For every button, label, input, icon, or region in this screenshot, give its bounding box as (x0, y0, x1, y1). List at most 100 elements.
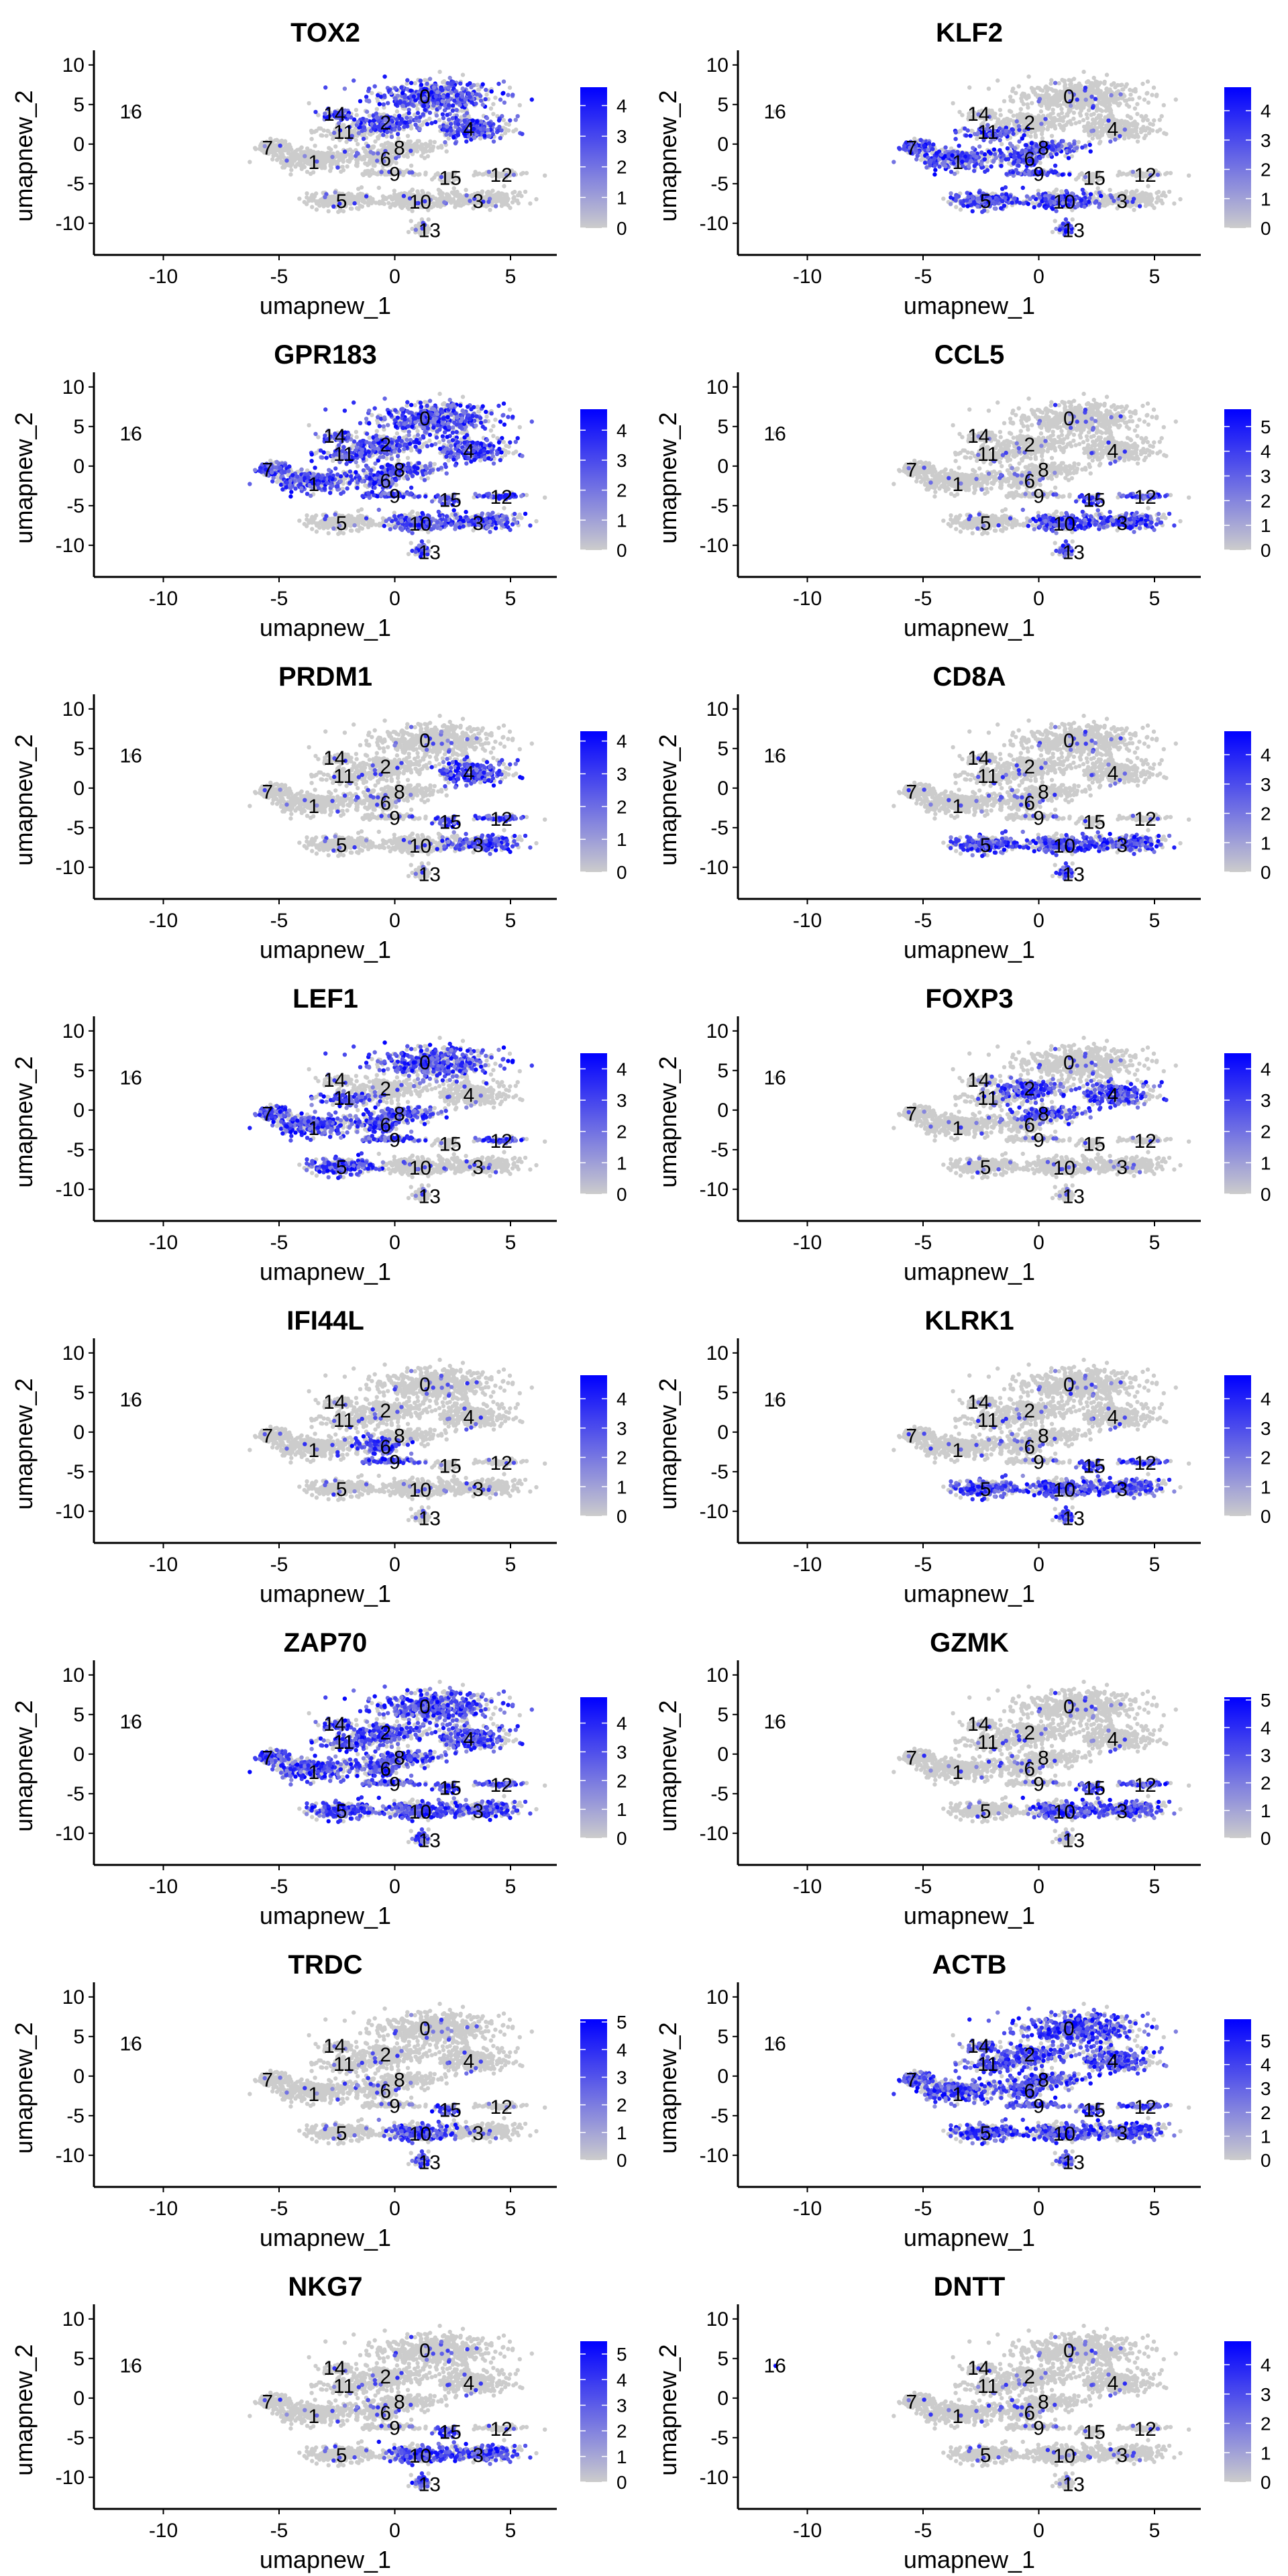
cell-point (335, 150, 340, 155)
cell-point (421, 103, 427, 108)
cell-point (1008, 95, 1013, 99)
cell-point (379, 170, 384, 174)
cell-point (260, 140, 265, 145)
cell-point (367, 170, 372, 174)
cell-point (456, 122, 461, 127)
cell-point (356, 142, 360, 147)
cell-point (1116, 173, 1120, 178)
cell-point (348, 206, 354, 211)
cell-point (444, 132, 449, 137)
cell-point (378, 128, 383, 133)
cell-point (979, 150, 984, 155)
cell-point (1046, 95, 1051, 100)
cell-point (360, 172, 365, 176)
cell-point (449, 128, 453, 133)
cell-point (470, 118, 475, 123)
cell-point (447, 197, 452, 202)
cell-point (1112, 100, 1116, 105)
cell-point (482, 133, 487, 138)
cell-point (1071, 92, 1077, 97)
cell-point (490, 174, 494, 178)
cell-point (382, 172, 388, 177)
cell-point (342, 87, 347, 91)
cell-point (1152, 118, 1157, 123)
cell-point (305, 146, 310, 151)
cell-point (1036, 113, 1041, 118)
cell-point (1089, 113, 1093, 117)
cell-point (460, 94, 465, 99)
cell-point (384, 162, 388, 167)
cell-point (1104, 72, 1110, 77)
cell-point (386, 89, 391, 93)
cell-point (1136, 170, 1141, 174)
cell-point (1090, 173, 1095, 178)
cell-point (305, 191, 309, 196)
cell-point (972, 115, 977, 120)
cell-point (1049, 101, 1055, 105)
cell-point (942, 160, 947, 165)
cell-point (519, 172, 524, 176)
plot-title: TOX2 (290, 18, 360, 48)
cell-point (1067, 90, 1072, 95)
cell-point (1117, 201, 1122, 206)
cell-point (407, 111, 411, 115)
cell-point (279, 159, 284, 164)
cell-point (1117, 170, 1122, 174)
cell-point (473, 170, 478, 174)
cell-point (257, 146, 262, 152)
cell-point (399, 85, 404, 90)
cell-point (376, 124, 380, 129)
cell-point (1066, 87, 1071, 91)
cell-point (1056, 112, 1061, 117)
cluster-label: 9 (389, 164, 400, 186)
cell-point (991, 147, 997, 152)
cell-point (382, 105, 386, 110)
cell-point (912, 136, 917, 141)
cell-point (491, 111, 496, 117)
cell-point (400, 103, 406, 109)
cell-point (450, 180, 455, 185)
cell-point (446, 173, 451, 178)
cell-point (1151, 85, 1157, 90)
cell-point (983, 169, 987, 174)
cell-point (1053, 126, 1058, 131)
cell-point (480, 102, 485, 107)
cell-point (1158, 198, 1163, 203)
cell-point (471, 126, 476, 131)
cell-point (443, 103, 447, 108)
cell-point (1062, 100, 1067, 105)
cell-point (402, 125, 407, 129)
cell-point (1068, 99, 1073, 104)
cell-point (928, 163, 932, 168)
cell-point (446, 103, 451, 107)
cell-point (1146, 131, 1152, 136)
cell-point (1110, 133, 1116, 139)
cell-point (427, 110, 433, 115)
cell-point (1069, 154, 1075, 159)
feature-plot-tox2: TOX2 -10 -5 0 5 -10 -5 0 5 10 umapnew_1 umapnew_2 0 1… (0, 0, 644, 322)
cell-point (1039, 131, 1044, 137)
cell-point (339, 169, 343, 174)
cell-point (1011, 99, 1016, 104)
cell-point (1058, 103, 1063, 108)
cell-point (319, 152, 323, 156)
cell-point (406, 204, 411, 209)
cell-point (420, 226, 425, 231)
cell-point (409, 80, 414, 85)
cell-point (380, 143, 384, 148)
cell-point (1091, 117, 1095, 122)
cell-point (411, 94, 416, 99)
cell-point (486, 170, 492, 174)
cell-point (519, 194, 524, 199)
cell-point (422, 203, 427, 208)
cell-point (468, 123, 473, 127)
cell-point (448, 132, 453, 137)
cell-point (402, 95, 407, 100)
cell-point (488, 207, 492, 213)
cell-point (1102, 81, 1107, 86)
cell-point (1107, 108, 1112, 113)
cell-point (1137, 95, 1142, 100)
cell-point (1128, 92, 1133, 97)
cell-point (449, 90, 453, 95)
